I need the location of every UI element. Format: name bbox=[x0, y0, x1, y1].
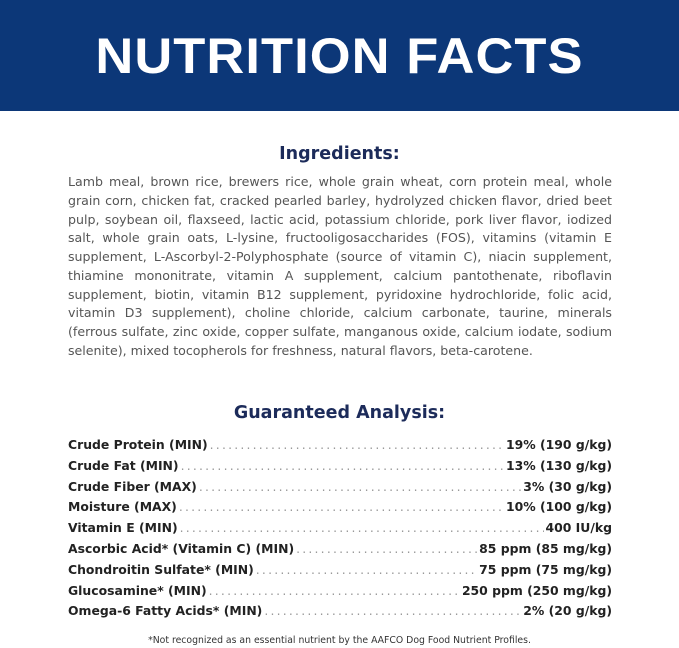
nutrient-value: 19% (190 g/kg) bbox=[506, 437, 612, 452]
ingredients-title: Ingredients: bbox=[279, 144, 400, 164]
footnote: *Not recognized as an essential nutrient… bbox=[148, 635, 531, 646]
analysis-row: Chondroitin Sulfate* (MIN) 75 ppm (75 mg/… bbox=[68, 562, 612, 583]
dot-leader bbox=[199, 479, 521, 494]
nutrient-value: 250 ppm (250 mg/kg) bbox=[461, 582, 612, 598]
dot-leader bbox=[296, 541, 477, 556]
page-title: NUTRITION FACTS bbox=[95, 27, 584, 84]
nutrient-label: Crude Fat (MIN) bbox=[68, 457, 179, 473]
nutrient-label: Chondroitin Sulfate* (MIN) bbox=[68, 561, 254, 577]
nutrient-label: Crude Protein (MIN) bbox=[68, 437, 208, 452]
nutrient-value: 10% (100 g/kg) bbox=[506, 499, 612, 515]
analysis-table: Crude Protein (MIN) 19% (190 g/kg) Crude F… bbox=[68, 437, 612, 624]
analysis-row: Glucosamine* (MIN) 250 ppm (250 mg/kg) bbox=[68, 583, 612, 604]
analysis-title: Guaranteed Analysis: bbox=[233, 403, 446, 423]
nutrient-value: 3% (30 g/kg) bbox=[523, 478, 612, 494]
analysis-row: Vitamin E (MIN) 400 IU/kg bbox=[68, 520, 612, 541]
nutrient-value: 13% (130 g/kg) bbox=[506, 457, 612, 473]
analysis-row: Crude Fat (MIN) 13% (130 g/kg) bbox=[68, 458, 612, 479]
nutrient-label: Omega-6 Fatty Acids* (MIN) bbox=[68, 603, 263, 619]
nutrient-label: Glucosamine* (MIN) bbox=[68, 582, 207, 598]
nutrient-value: 2% (20 g/kg) bbox=[523, 603, 612, 619]
dot-leader bbox=[180, 520, 544, 535]
dot-leader bbox=[256, 562, 477, 577]
analysis-row: Moisture (MAX) 10% (100 g/kg) bbox=[68, 499, 612, 520]
nutrient-label: Ascorbic Acid* (Vitamin C) (MIN) bbox=[68, 540, 295, 556]
dot-leader bbox=[179, 499, 504, 514]
analysis-row: Ascorbic Acid* (Vitamin C) (MIN) 85 ppm (… bbox=[68, 541, 612, 562]
nutrient-value: 75 ppm (75 mg/kg) bbox=[479, 561, 612, 577]
dot-leader bbox=[209, 583, 460, 598]
nutrient-label: Crude Fiber (MAX) bbox=[68, 478, 197, 494]
analysis-row: Omega-6 Fatty Acids* (MIN) 2% (20 g/kg) bbox=[68, 603, 612, 624]
nutrient-label: Vitamin E (MIN) bbox=[68, 520, 178, 536]
nutrient-label: Moisture (MAX) bbox=[68, 499, 177, 515]
dot-leader bbox=[264, 603, 521, 618]
analysis-row: Crude Fiber (MAX) 3% (30 g/kg) bbox=[68, 479, 612, 500]
header-banner: NUTRITION FACTS bbox=[0, 0, 679, 111]
analysis-row: Crude Protein (MIN) 19% (190 g/kg) bbox=[68, 437, 612, 458]
dot-leader bbox=[181, 458, 504, 473]
nutrient-value: 85 ppm (85 mg/kg) bbox=[479, 540, 612, 556]
dot-leader bbox=[210, 437, 504, 452]
ingredients-text: Lamb meal, brown rice, brewers rice, who… bbox=[68, 174, 612, 358]
nutrient-value: 400 IU/kg bbox=[545, 520, 613, 536]
